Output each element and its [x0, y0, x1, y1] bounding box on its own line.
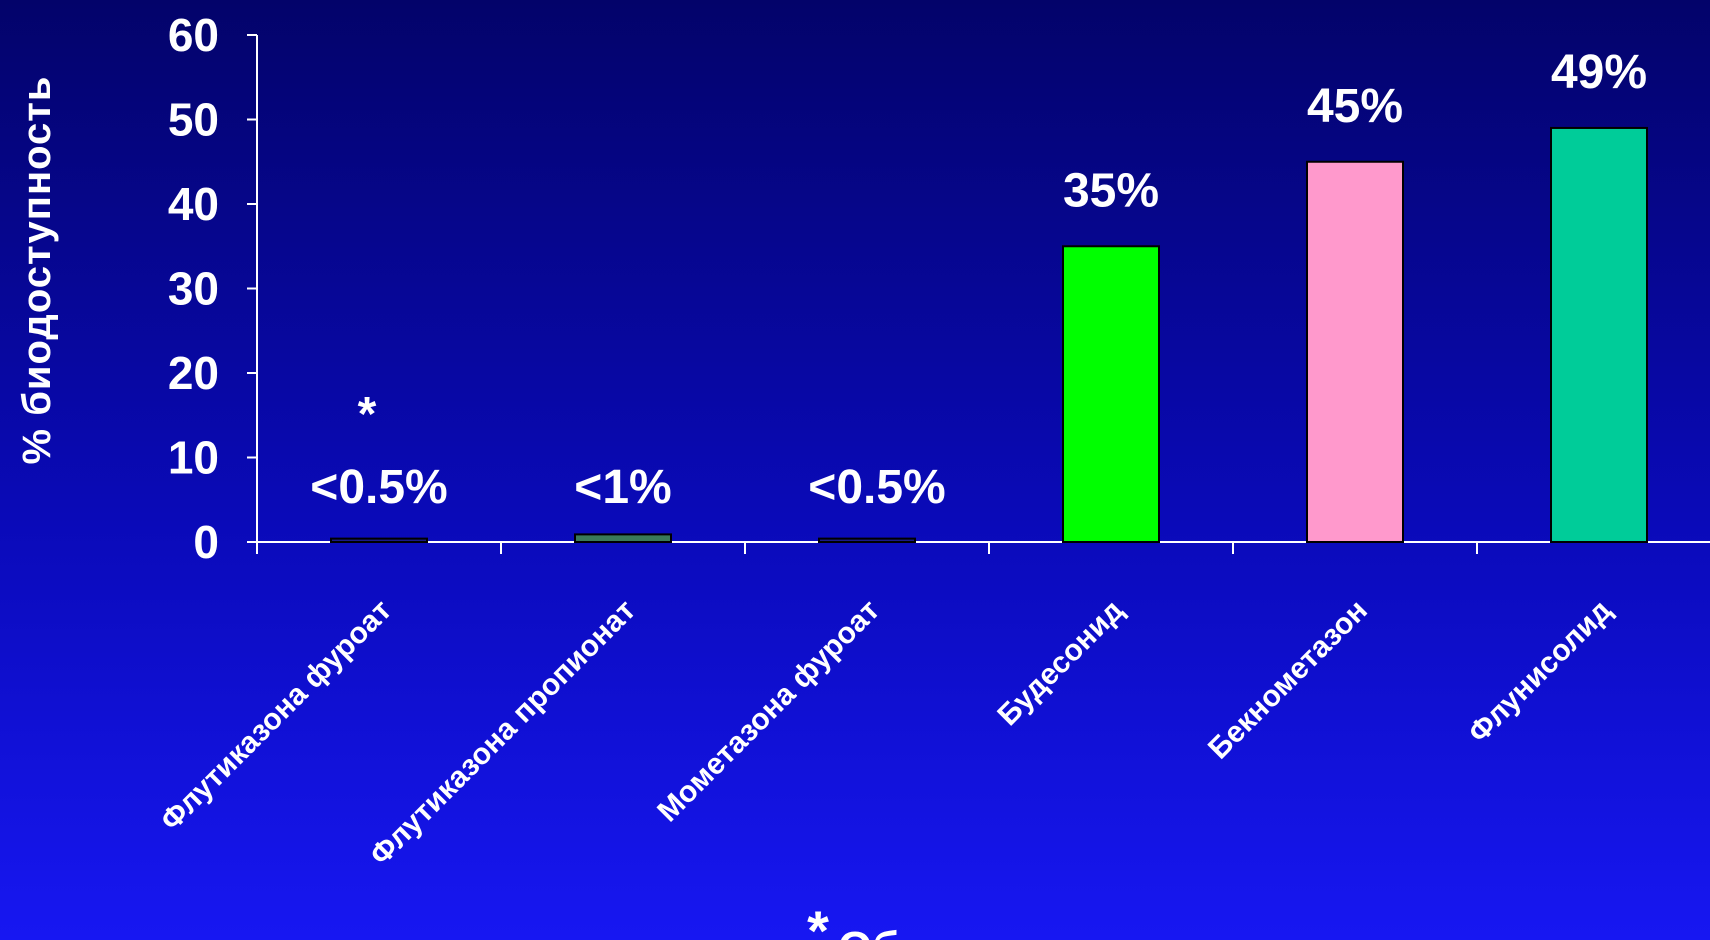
bar: [330, 537, 428, 543]
category-label: Бекнометазон: [1202, 594, 1374, 766]
category-label: Флутиказона фуроат: [154, 594, 398, 838]
value-labels: <0.5% <1% <0.5% 35% 45% 49%: [310, 46, 1647, 514]
bar: [1306, 160, 1404, 543]
y-axis: 0 10 20 30 40 50 60: [168, 9, 258, 568]
category-label: Флунисолид: [1462, 594, 1618, 750]
y-axis-title: % биодоступность: [15, 76, 59, 465]
bar: [574, 533, 672, 544]
y-tick-label: 60: [168, 9, 219, 61]
category-label: Мометазона фуроат: [651, 594, 886, 829]
y-tick-label: 40: [168, 178, 219, 230]
footnote-star: *: [807, 899, 829, 940]
y-tick-label: 0: [193, 516, 219, 568]
category-label: Флутиказона пропионат: [364, 594, 642, 872]
bar: [1062, 245, 1160, 543]
bar-value-label: <1%: [574, 461, 671, 514]
bar: [818, 537, 916, 543]
y-tick-label: 50: [168, 94, 219, 146]
bar-value-label: <0.5%: [310, 461, 447, 514]
x-axis: [256, 541, 1710, 554]
bar-value-label: 35%: [1063, 164, 1159, 217]
bar-annotation-star: *: [358, 388, 377, 441]
y-tick-label: 10: [168, 432, 219, 484]
category-label: Будесонид: [991, 594, 1130, 733]
y-tick-label: 30: [168, 263, 219, 315]
bar-value-label: <0.5%: [808, 461, 945, 514]
bar-value-label: 45%: [1307, 80, 1403, 133]
bar-value-label: 49%: [1551, 46, 1647, 99]
bars: [330, 126, 1648, 544]
footnote-text: Об: [838, 923, 899, 940]
bar: [1550, 126, 1648, 543]
y-tick-label: 20: [168, 347, 219, 399]
